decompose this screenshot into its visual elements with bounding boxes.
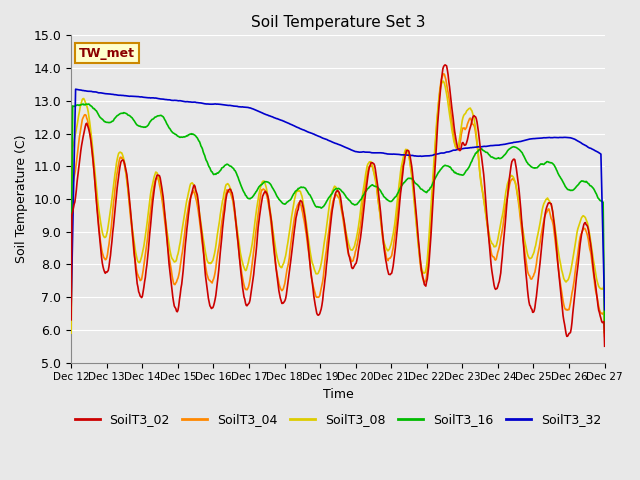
Title: Soil Temperature Set 3: Soil Temperature Set 3 bbox=[251, 15, 425, 30]
Legend: SoilT3_02, SoilT3_04, SoilT3_08, SoilT3_16, SoilT3_32: SoilT3_02, SoilT3_04, SoilT3_08, SoilT3_… bbox=[70, 408, 606, 431]
Y-axis label: Soil Temperature (C): Soil Temperature (C) bbox=[15, 135, 28, 263]
Text: TW_met: TW_met bbox=[79, 47, 135, 60]
X-axis label: Time: Time bbox=[323, 388, 353, 401]
